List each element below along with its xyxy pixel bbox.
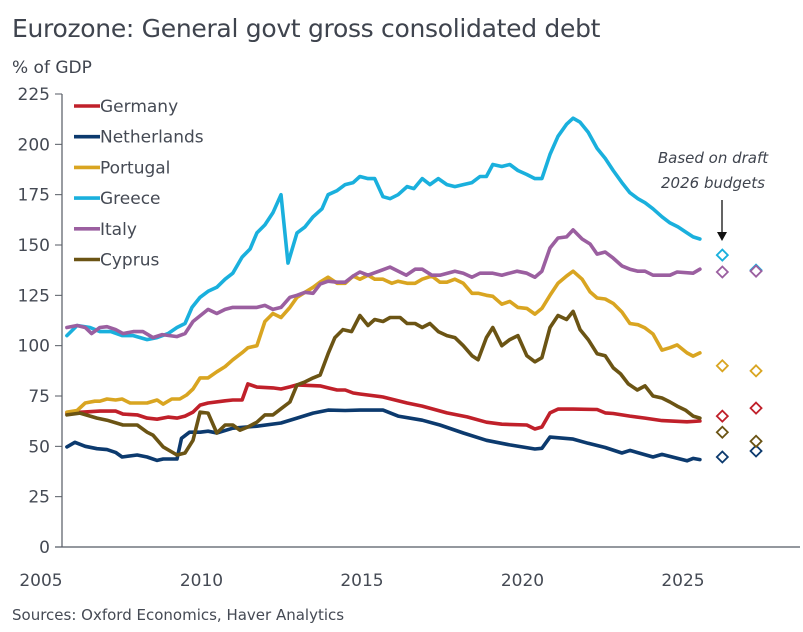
series-line-cyprus [65, 309, 702, 457]
series-lines [65, 116, 702, 463]
projection-diamond-italy [715, 265, 730, 279]
y-tick-label: 200 [18, 135, 50, 155]
y-tick-label: 0 [39, 538, 50, 558]
x-tick-label: 2005 [19, 571, 62, 591]
legend-label-cyprus: Cyprus [100, 251, 159, 271]
y-tick-label: 75 [28, 387, 50, 407]
projection-diamond-germany [715, 409, 730, 423]
legend-label-greece: Greece [100, 189, 161, 209]
source-note: Sources: Oxford Economics, Haver Analyti… [12, 606, 345, 624]
x-tick-label: 2025 [661, 571, 704, 591]
x-tick-label: 2010 [180, 571, 223, 591]
projection-diamond-cyprus [749, 434, 763, 449]
y-tick-label: 225 [18, 85, 50, 105]
annotation-text: Based on draft [658, 149, 769, 167]
series-line-italy [65, 228, 702, 340]
y-tick-label: 100 [18, 337, 50, 357]
x-tick-label: 2015 [340, 571, 383, 591]
axes: 0 25 50 75 100 125 150 175 200 225 2005 2010 2015 202… [18, 85, 800, 591]
y-tick-label: 50 [28, 437, 50, 457]
projection-diamond-portugal [749, 364, 763, 378]
projection-diamond-greece [715, 248, 730, 262]
projection-diamond-germany [749, 401, 763, 415]
annotation-text: 2026 budgets [661, 174, 765, 192]
y-axis-label: % of GDP [12, 58, 92, 78]
series-line-greece [65, 116, 702, 342]
projection-markers [715, 248, 763, 464]
annotation-arrow-head [717, 232, 727, 241]
x-tick-label: 2020 [501, 571, 544, 591]
projection-diamond-cyprus [715, 425, 730, 440]
legend: Germany Netherlands Portugal Greece Italy Cyp… [74, 97, 204, 271]
series-line-netherlands [65, 408, 702, 463]
y-tick-label: 125 [18, 286, 50, 306]
y-tick-label: 175 [18, 186, 50, 206]
legend-label-germany: Germany [100, 97, 178, 117]
projection-diamond-netherlands [749, 444, 763, 458]
series-line-germany [65, 382, 702, 431]
legend-label-portugal: Portugal [100, 158, 170, 178]
annotation: Based on draft 2026 budgets [658, 149, 769, 241]
legend-label-netherlands: Netherlands [100, 128, 204, 148]
projection-diamond-netherlands [715, 450, 730, 464]
legend-label-italy: Italy [100, 220, 137, 240]
y-tick-label: 150 [18, 236, 50, 256]
y-tick-label: 25 [28, 488, 50, 508]
projection-diamond-portugal [715, 359, 730, 373]
series-line-portugal [65, 269, 702, 414]
chart-title: Eurozone: General govt gross consolidate… [12, 14, 601, 43]
projection-diamond-italy [749, 264, 763, 278]
